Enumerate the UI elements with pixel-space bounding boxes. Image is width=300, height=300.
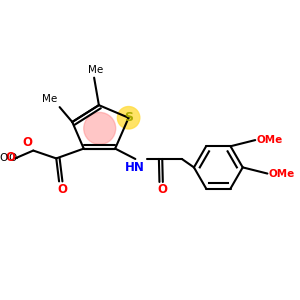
Text: O: O (8, 153, 16, 163)
Text: OMe: OMe (256, 135, 283, 145)
Circle shape (84, 112, 116, 144)
Circle shape (117, 106, 140, 129)
Text: Me: Me (42, 94, 57, 104)
Text: O: O (57, 183, 68, 196)
Text: OMe: OMe (268, 169, 295, 178)
Text: O: O (158, 183, 168, 196)
Text: HN: HN (124, 161, 144, 174)
Text: O: O (6, 151, 16, 164)
Text: O: O (0, 153, 8, 163)
Text: S: S (124, 111, 133, 124)
Text: Me: Me (88, 65, 103, 75)
Text: O: O (22, 136, 32, 149)
